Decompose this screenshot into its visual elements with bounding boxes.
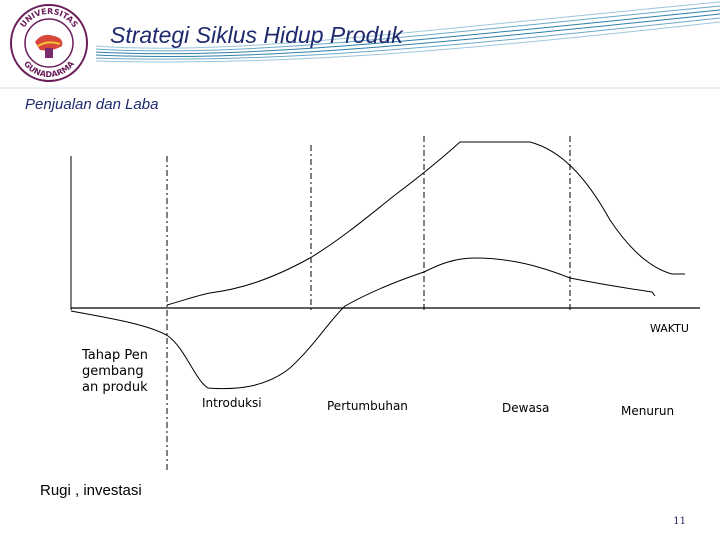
stage-label-decline: Menurun: [621, 404, 675, 418]
y-axis-label-sales-profit: Penjualan dan Laba: [25, 96, 159, 113]
university-logo: UNIVERSITAS GUNADARMA: [2, 2, 96, 84]
header-wave-decoration: [0, 1, 720, 89]
stage-label-development: Tahap Pengembangan produk: [82, 348, 148, 396]
time-axis-label: WAKTU: [650, 322, 689, 335]
stage-label-growth: Pertumbuhan: [327, 399, 408, 413]
page-number: 11: [673, 516, 686, 527]
stage-label-maturity: Dewasa: [502, 401, 550, 415]
slide-header: UNIVERSITAS GUNADARMA Strategi Siklus Hi…: [0, 0, 720, 90]
stage-label-introduction: Introduksi: [202, 396, 262, 410]
profit-curve: [70, 257, 656, 390]
y-axis-label-loss-investment: Rugi , investasi: [40, 482, 142, 499]
slide-title: Strategi Siklus Hidup Produk: [110, 22, 403, 48]
sales-curve: [166, 141, 685, 306]
